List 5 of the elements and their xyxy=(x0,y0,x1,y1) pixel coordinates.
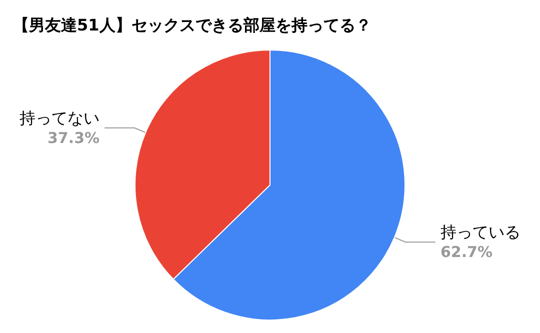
slice-label: 持っている xyxy=(440,222,520,242)
data-label: 62.7% xyxy=(440,243,492,262)
data-label: 37.3% xyxy=(48,128,100,147)
chart-title: 【男友達51人】セックスできる部屋を持ってる？ xyxy=(13,16,372,34)
slice-label: 持ってない xyxy=(20,108,100,128)
